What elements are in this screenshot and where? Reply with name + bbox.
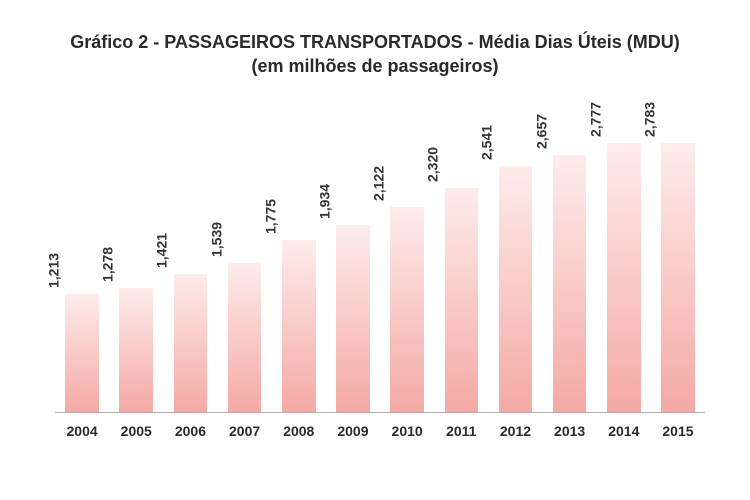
x-tick: 2008 [272, 413, 326, 453]
bar-value-label: 2,783 [641, 102, 657, 143]
bar-slot: 1,934 [326, 103, 380, 412]
bar-slot: 1,775 [272, 103, 326, 412]
bar: 1,539 [228, 263, 262, 412]
x-tick: 2012 [488, 413, 542, 453]
bar: 2,657 [553, 155, 587, 412]
bar: 1,278 [119, 288, 153, 411]
bar: 1,934 [336, 225, 370, 412]
bar: 1,775 [282, 240, 316, 411]
bar-value-label: 2,541 [479, 125, 495, 166]
x-tick: 2011 [434, 413, 488, 453]
page: Gráfico 2 - PASSAGEIROS TRANSPORTADOS - … [0, 0, 750, 500]
bar: 2,541 [499, 166, 533, 411]
bar: 2,777 [607, 143, 641, 411]
bar-value-label: 1,421 [154, 233, 170, 274]
x-axis: 2004200520062007200820092010201120122013… [55, 413, 705, 453]
bar-value-label: 1,278 [100, 247, 116, 288]
x-tick: 2014 [597, 413, 651, 453]
bar-value-label: 1,213 [46, 253, 62, 294]
bar: 2,783 [661, 143, 695, 412]
bar-slot: 2,783 [651, 103, 705, 412]
x-tick: 2005 [109, 413, 163, 453]
x-tick: 2007 [218, 413, 272, 453]
bar-value-label: 2,657 [533, 114, 549, 155]
bar-slot: 1,539 [218, 103, 272, 412]
bar-value-label: 2,777 [587, 102, 603, 143]
bar: 2,122 [390, 207, 424, 412]
bar-value-label: 2,320 [425, 147, 441, 188]
bar: 2,320 [445, 188, 479, 412]
x-tick: 2004 [55, 413, 109, 453]
chart-title: Gráfico 2 - PASSAGEIROS TRANSPORTADOS - … [35, 30, 715, 79]
x-tick: 2006 [163, 413, 217, 453]
x-tick: 2009 [326, 413, 380, 453]
bar-slot: 2,657 [543, 103, 597, 412]
bar: 1,421 [174, 274, 208, 411]
bar-chart: 1,2131,2781,4211,5391,7751,9342,1222,320… [25, 93, 725, 453]
bar: 1,213 [65, 294, 99, 411]
bar-value-label: 1,539 [208, 222, 224, 263]
bar-value-label: 1,775 [262, 199, 278, 240]
x-tick: 2010 [380, 413, 434, 453]
x-tick: 2013 [543, 413, 597, 453]
bar-value-label: 1,934 [316, 184, 332, 225]
chart-title-line2: (em milhões de passageiros) [35, 54, 715, 78]
bar-value-label: 2,122 [371, 166, 387, 207]
bar-slot: 2,777 [597, 103, 651, 412]
chart-title-line1: Gráfico 2 - PASSAGEIROS TRANSPORTADOS - … [35, 30, 715, 54]
bars-container: 1,2131,2781,4211,5391,7751,9342,1222,320… [55, 103, 705, 412]
x-tick: 2015 [651, 413, 705, 453]
plot-area: 1,2131,2781,4211,5391,7751,9342,1222,320… [55, 103, 705, 413]
